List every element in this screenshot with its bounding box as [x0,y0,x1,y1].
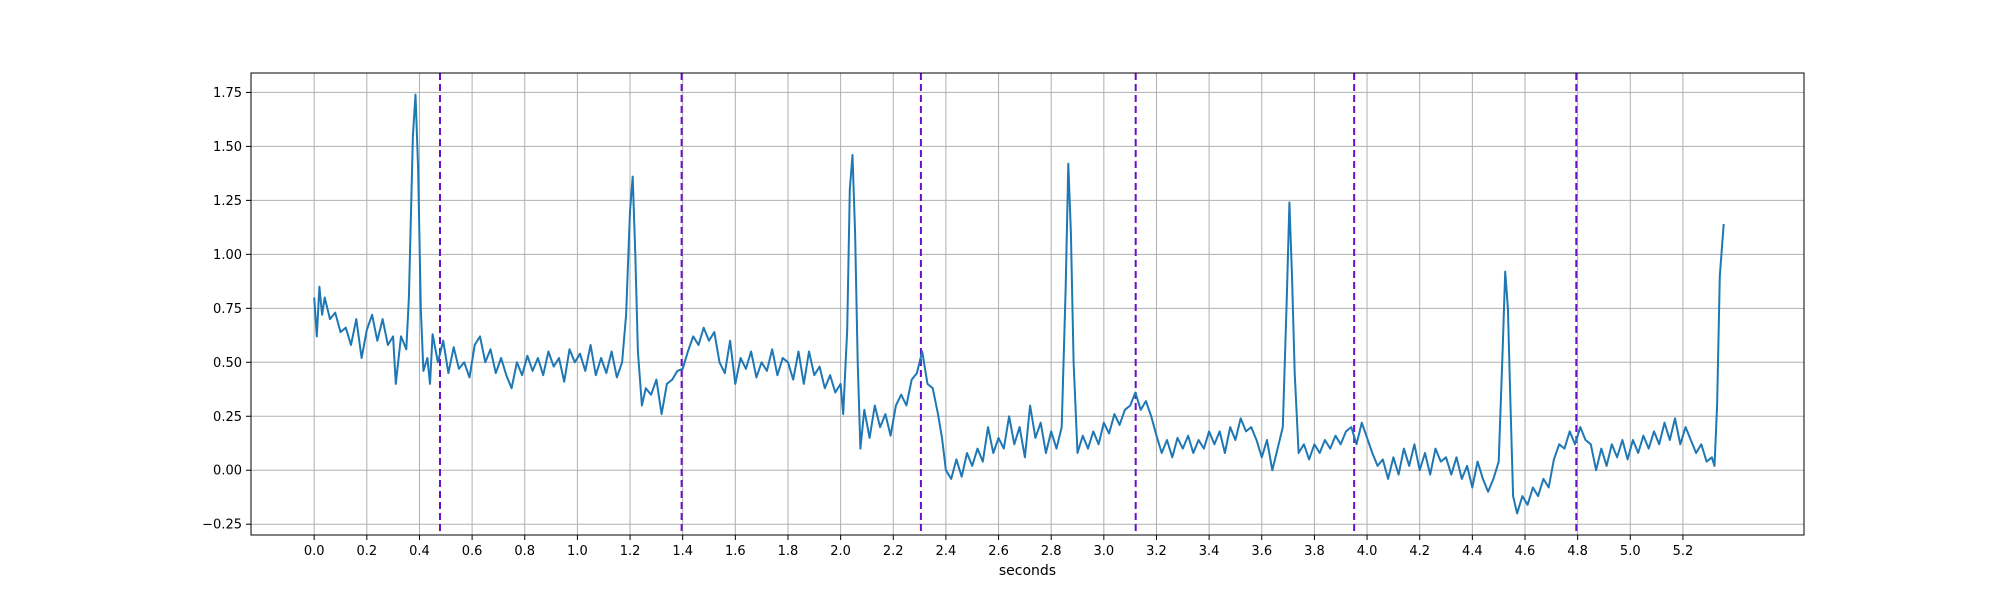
x-tick-label: 0.0 [304,544,325,559]
y-tick-label: −0.25 [202,518,242,533]
grid-layer [251,73,1804,535]
signal-line [313,93,1725,515]
x-tick-label: 0.8 [514,544,535,559]
x-tick-label: 2.2 [883,544,904,559]
x-tick-label: 4.8 [1567,544,1588,559]
x-tick-label: 3.4 [1199,544,1220,559]
x-tick-label: 5.2 [1673,544,1694,559]
x-tick-label: 4.6 [1515,544,1536,559]
x-tick-label: 0.4 [409,544,430,559]
x-tick-label: 3.6 [1251,544,1272,559]
x-tick-label: 3.2 [1146,544,1167,559]
y-tick-label: 0.00 [213,464,242,479]
x-tick-label: 0.2 [356,544,377,559]
x-tick-label: 4.2 [1409,544,1430,559]
x-tick-label: 0.6 [462,544,483,559]
x-tick-label: 2.8 [1041,544,1062,559]
y-tick-label: 0.50 [213,356,242,371]
plot-frame [250,72,1805,536]
x-tick-label: 3.0 [1093,544,1114,559]
y-tick-label: 0.25 [213,410,242,425]
x-tick-label: 1.0 [567,544,588,559]
x-tick-label: 1.2 [620,544,641,559]
axis-ticks: 0.0 0.2 0.4 0.6 0.8 1.0 1.2 1.4 1.6 1.8 2.0 2.2 2.4 2… [202,86,1693,559]
y-tick-label: 1.75 [213,86,242,101]
x-tick-label: 5.0 [1620,544,1641,559]
x-tick-label: 2.0 [830,544,851,559]
x-tick-label: 2.4 [936,544,957,559]
x-tick-label: 1.4 [672,544,693,559]
series-layer [313,93,1725,515]
x-tick-label: 1.8 [778,544,799,559]
y-tick-label: 1.25 [213,194,242,209]
x-tick-label: 1.6 [725,544,746,559]
y-tick-label: 1.50 [213,140,242,155]
y-tick-label: 0.75 [213,302,242,317]
x-tick-label: 4.0 [1357,544,1378,559]
y-tick-label: 1.00 [213,248,242,263]
x-tick-label: 3.8 [1304,544,1325,559]
x-tick-label: 2.6 [988,544,1009,559]
x-axis-label: seconds [999,563,1056,579]
event-markers [438,73,1578,535]
x-tick-label: 4.4 [1462,544,1483,559]
